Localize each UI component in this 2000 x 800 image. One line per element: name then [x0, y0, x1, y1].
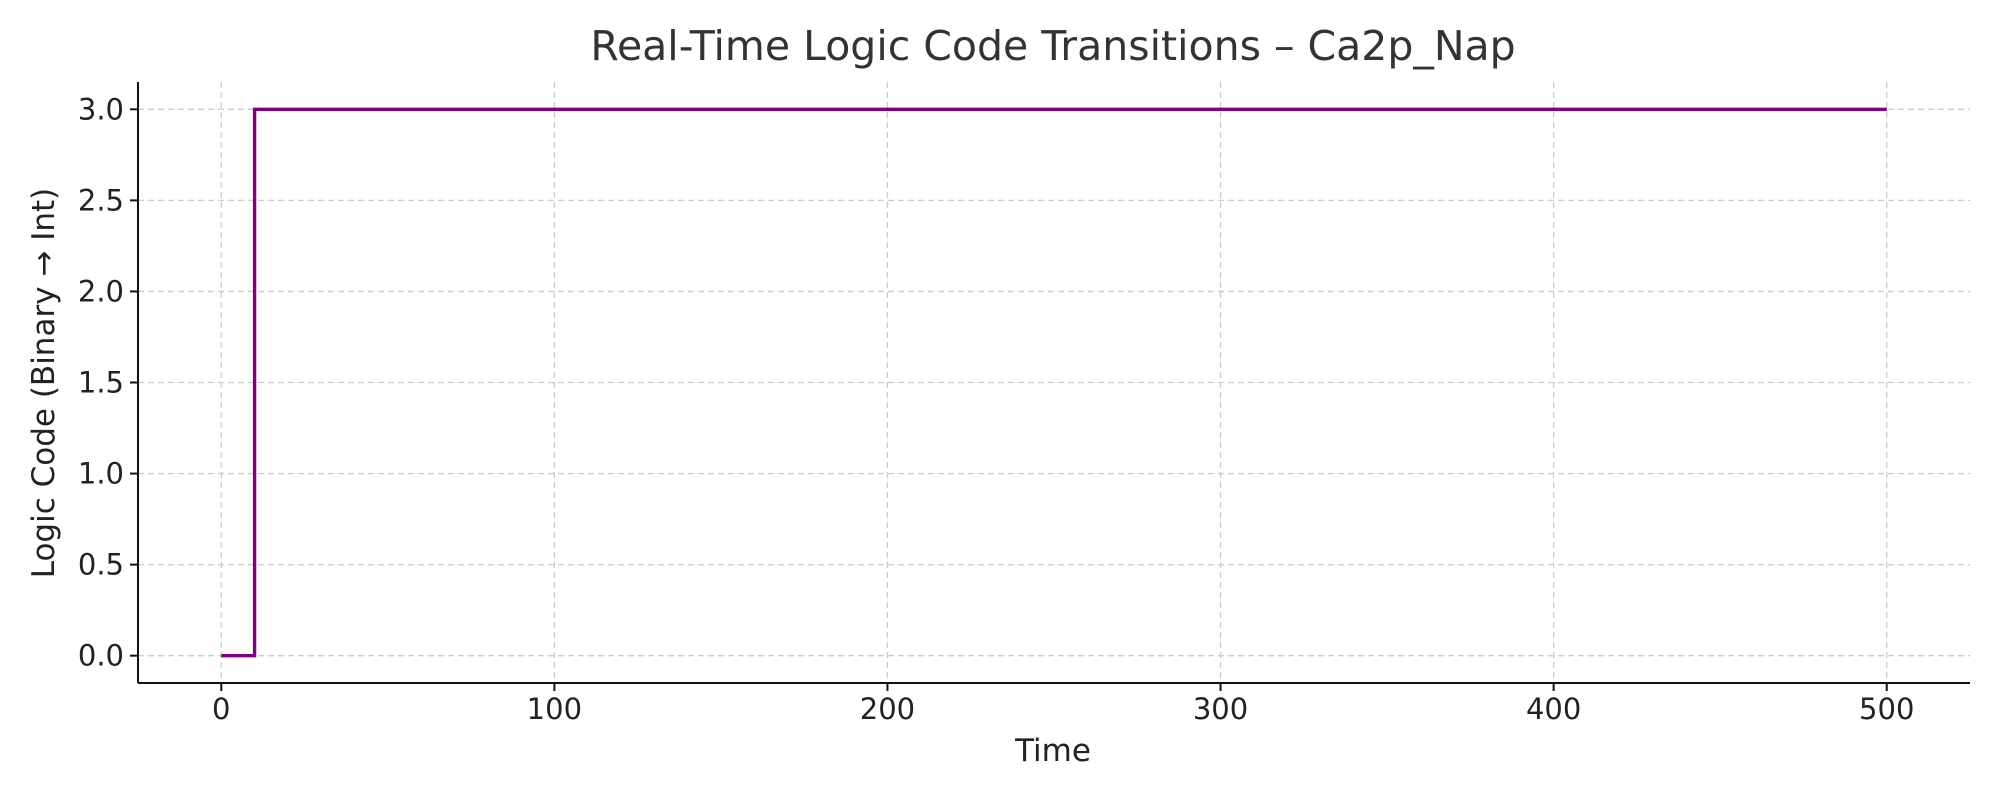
y-tick-label: 3.0 — [78, 92, 124, 126]
y-tick-label: 0.0 — [78, 639, 124, 673]
y-tick-label: 1.0 — [78, 457, 124, 491]
x-tick-label: 0 — [212, 692, 230, 726]
x-tick-label: 200 — [860, 692, 915, 726]
grid — [138, 82, 1970, 683]
x-tick-label: 400 — [1526, 692, 1581, 726]
y-tick-label: 2.0 — [78, 274, 124, 308]
x-axis-label: Time — [1014, 733, 1091, 769]
chart-title: Real-Time Logic Code Transitions – Ca2p_… — [590, 22, 1515, 70]
x-tick-label: 500 — [1859, 692, 1914, 726]
ticks: 0 100 200 300 400 500 0.0 0.5 1.0 1.5 2.0 2.5 3.0 — [78, 92, 1915, 726]
x-tick-label: 300 — [1193, 692, 1248, 726]
series-layer — [221, 107, 1887, 658]
y-axis-label: Logic Code (Binary → Int) — [26, 188, 62, 579]
x-tick-label: 100 — [527, 692, 582, 726]
y-tick-label: 1.5 — [78, 366, 124, 400]
y-tick-label: 2.5 — [78, 183, 124, 217]
y-tick-label: 0.5 — [78, 548, 124, 582]
series-line — [221, 107, 1887, 658]
